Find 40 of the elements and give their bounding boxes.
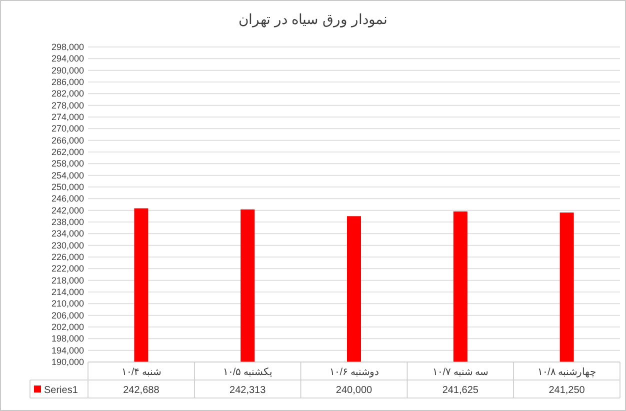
data-label: 242,688: [123, 385, 160, 396]
y-tick-label: 274,000: [51, 112, 84, 122]
y-tick-label: 210,000: [51, 298, 84, 309]
y-tick-label: 298,000: [51, 42, 84, 52]
y-tick-label: 238,000: [51, 217, 84, 227]
y-tick-label: 262,000: [51, 147, 84, 157]
y-tick-label: 258,000: [51, 158, 84, 169]
y-tick-label: 294,000: [51, 54, 84, 64]
legend-label: Series1: [44, 385, 78, 396]
x-tick-label: یکشنبه ۱۰/۵: [222, 367, 272, 378]
x-tick-label: دوشنبه ۱۰/۶: [330, 367, 378, 378]
y-tick-label: 254,000: [51, 170, 84, 180]
y-tick-label: 250,000: [51, 182, 84, 192]
data-label: 242,313: [230, 385, 266, 396]
data-label: 241,625: [442, 385, 479, 396]
y-tick-label: 218,000: [51, 275, 84, 286]
y-tick-label: 194,000: [51, 345, 84, 356]
y-tick-label: 266,000: [51, 135, 84, 146]
x-tick-label: سه شنبه ۱۰/۷: [432, 367, 488, 378]
y-tick-label: 214,000: [51, 287, 84, 297]
y-tick-label: 234,000: [51, 228, 84, 239]
y-tick-label: 222,000: [51, 264, 84, 274]
y-tick-label: 190,000: [51, 357, 84, 367]
chart-title: نمودار ورق سیاه در تهران: [238, 11, 388, 28]
data-label: 240,000: [336, 385, 373, 396]
data-label: 241,250: [548, 385, 586, 396]
y-tick-label: 290,000: [51, 65, 84, 76]
y-tick-label: 286,000: [51, 77, 84, 87]
y-tick-label: 278,000: [51, 100, 84, 110]
y-tick-label: 242,000: [51, 205, 84, 216]
y-tick-label: 206,000: [51, 310, 84, 320]
y-tick-label: 202,000: [51, 322, 84, 332]
y-tick-label: 246,000: [51, 194, 84, 204]
y-tick-label: 282,000: [51, 88, 84, 99]
x-tick-label: شنبه ۱۰/۴: [121, 367, 161, 378]
y-tick-label: 226,000: [51, 252, 84, 262]
x-tick-label: چهارشنبه ۱۰/۸: [538, 367, 596, 378]
y-tick-label: 198,000: [51, 334, 84, 344]
y-tick-label: 230,000: [51, 240, 84, 250]
y-tick-label: 270,000: [51, 124, 84, 134]
